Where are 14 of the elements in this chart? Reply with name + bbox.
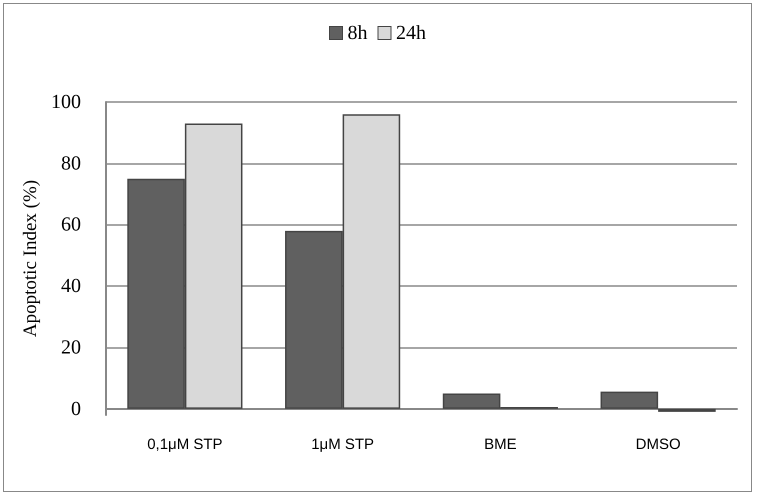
y-tick-label: 0 bbox=[71, 398, 81, 420]
y-tick-label: 60 bbox=[61, 214, 81, 236]
bar bbox=[600, 392, 658, 409]
y-tick-label: 20 bbox=[61, 336, 81, 358]
legend-label: 8h bbox=[348, 22, 368, 44]
y-tick-label: 80 bbox=[61, 152, 81, 174]
y-tick-label: 40 bbox=[61, 275, 81, 298]
x-tick-label: BME bbox=[484, 436, 517, 453]
y-axis-title: Apoptotic Index (%) bbox=[20, 180, 42, 338]
legend-label: 24h bbox=[396, 22, 426, 44]
x-tick-label: DMSO bbox=[636, 436, 681, 453]
x-tick-label: 1μM STP bbox=[311, 436, 374, 453]
x-tick-label: 0,1μM STP bbox=[147, 436, 223, 453]
y-tick-label: 100 bbox=[51, 91, 81, 113]
